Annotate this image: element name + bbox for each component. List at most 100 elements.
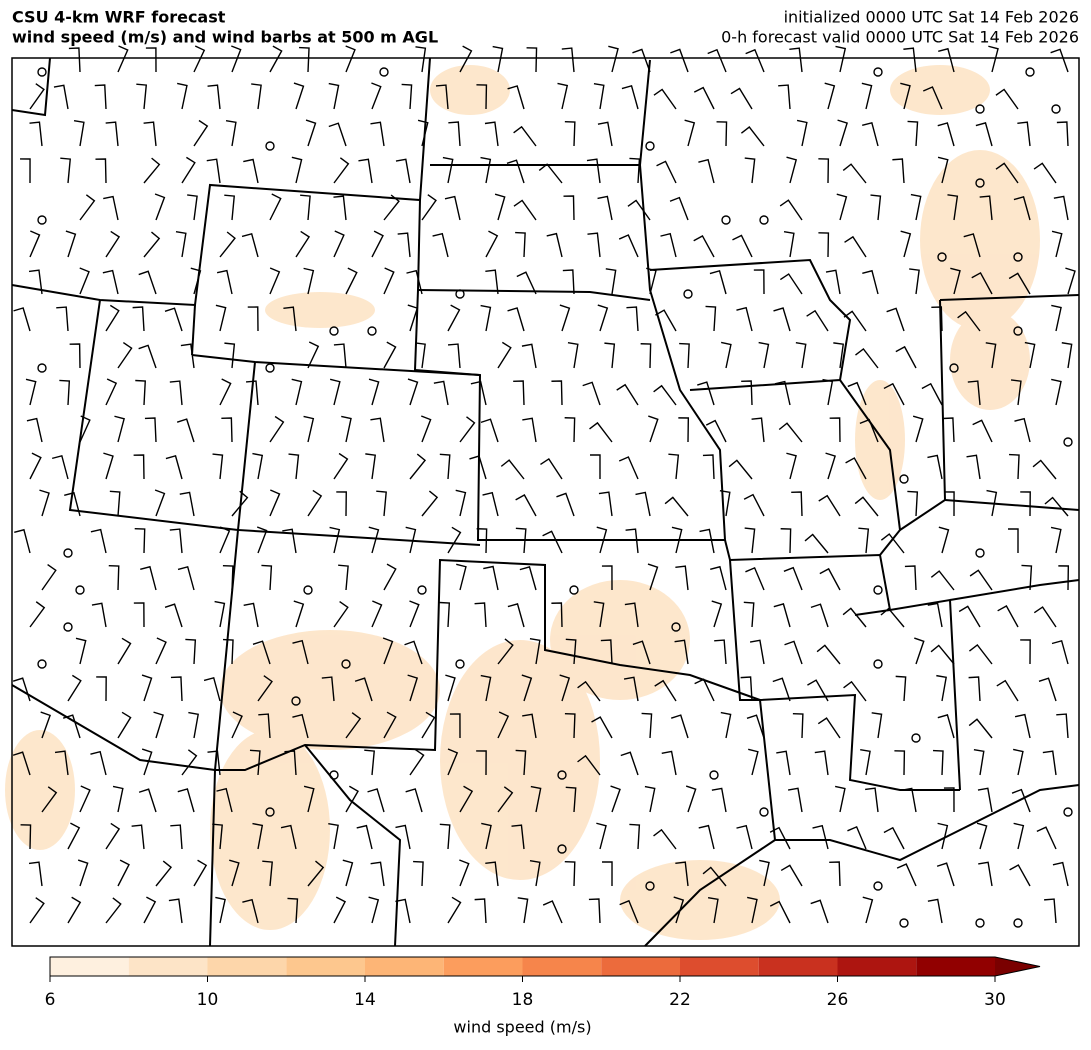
wind-barb xyxy=(29,452,42,480)
wind-barb xyxy=(517,897,529,924)
wind-barb xyxy=(405,526,417,554)
wind-barb xyxy=(1014,713,1031,739)
wind-barb xyxy=(810,899,829,924)
wind-barb xyxy=(804,533,829,554)
wind-barb xyxy=(618,456,639,480)
wind-barb xyxy=(140,565,157,591)
wind-barb xyxy=(678,417,690,443)
wind-barb xyxy=(675,861,689,887)
wind-barb xyxy=(143,157,161,184)
wind-barb xyxy=(778,84,791,110)
wind-barb xyxy=(102,269,119,295)
wind-barb xyxy=(383,267,395,295)
calm-marker xyxy=(379,67,389,77)
wind-barb xyxy=(589,421,613,443)
wind-barb xyxy=(862,269,879,295)
wind-barb xyxy=(542,900,563,924)
colorbar-segment xyxy=(601,957,680,976)
wind-barb xyxy=(759,859,770,887)
wind-barb xyxy=(336,491,347,517)
wind-barb xyxy=(895,345,917,369)
wind-barb xyxy=(744,157,756,184)
wind-barb xyxy=(513,380,525,406)
wind-barb xyxy=(914,637,925,665)
wind-barb xyxy=(979,195,993,221)
wind-barb xyxy=(288,453,300,480)
wind-barb xyxy=(328,822,339,850)
wind-barb xyxy=(494,193,506,221)
wind-barb xyxy=(135,379,147,406)
wind-barb xyxy=(747,896,758,924)
wind-barb xyxy=(513,199,537,221)
wind-barb xyxy=(978,861,993,887)
wind-barb xyxy=(892,158,905,184)
wind-barb xyxy=(447,748,459,776)
wind-barb xyxy=(421,490,439,517)
wind-barb xyxy=(445,674,456,702)
wind-barb xyxy=(653,384,677,406)
wind-barb xyxy=(1009,864,1031,887)
calm-marker xyxy=(911,733,921,743)
wind-barb xyxy=(818,232,830,258)
wind-barb xyxy=(29,230,41,258)
wind-barb xyxy=(207,84,221,110)
wind-barb xyxy=(64,491,81,517)
wind-barb xyxy=(305,119,317,147)
colorbar-segment xyxy=(50,957,129,976)
wind-barb xyxy=(843,680,867,702)
wind-barb xyxy=(819,567,841,591)
wind-barb xyxy=(39,489,50,517)
wind-barb xyxy=(860,748,871,776)
wind-barb xyxy=(577,680,601,702)
wind-barb xyxy=(51,454,69,480)
wind-barb xyxy=(409,600,420,628)
wind-barb xyxy=(1053,195,1069,221)
wind-barb xyxy=(459,416,476,443)
wind-barb xyxy=(216,269,233,295)
wind-barb xyxy=(702,866,727,887)
wind-barb xyxy=(894,750,906,776)
wind-barb xyxy=(108,564,120,591)
wind-barb xyxy=(783,566,803,591)
wind-barb xyxy=(155,637,167,665)
wind-barb xyxy=(937,822,949,850)
colorbar-extend xyxy=(995,957,1040,976)
wind-barb xyxy=(513,125,537,147)
wind-barb xyxy=(644,785,656,813)
wind-barb xyxy=(862,896,874,924)
wind-barb xyxy=(816,644,841,665)
wind-barb xyxy=(485,861,499,887)
wind-barb xyxy=(497,711,510,739)
wind-barb xyxy=(103,452,114,480)
wind-barb xyxy=(376,490,387,517)
wind-barb xyxy=(671,526,683,554)
wind-barb xyxy=(53,84,69,110)
wind-barb xyxy=(370,121,385,147)
map-frame xyxy=(11,57,1080,947)
wind-barb xyxy=(654,679,677,702)
wind-barb xyxy=(291,156,303,184)
wind-barb xyxy=(772,677,791,702)
wind-barb xyxy=(1051,230,1063,258)
wind-barb xyxy=(562,269,575,295)
wind-barb xyxy=(407,674,419,702)
wind-barb xyxy=(883,382,905,406)
calm-marker xyxy=(899,474,909,484)
colorbar: 6 10 14 18 22 26 30 wind speed (m/s) xyxy=(45,956,1041,1037)
wind-barb xyxy=(29,601,46,628)
wind-barb xyxy=(67,896,82,924)
wind-barb xyxy=(608,45,619,73)
wind-barb xyxy=(728,459,753,480)
wind-barb xyxy=(516,271,537,295)
calm-marker xyxy=(975,918,985,928)
wind-barb xyxy=(395,898,411,924)
wind-barb xyxy=(732,234,753,258)
wind-barb xyxy=(522,713,537,739)
wind-barb xyxy=(212,823,223,850)
wind-barb xyxy=(447,526,462,554)
calm-marker xyxy=(645,141,655,151)
calm-marker xyxy=(265,141,275,151)
colorbar-segment xyxy=(286,957,365,976)
wind-barb xyxy=(143,231,161,258)
wind-barb xyxy=(54,750,69,776)
